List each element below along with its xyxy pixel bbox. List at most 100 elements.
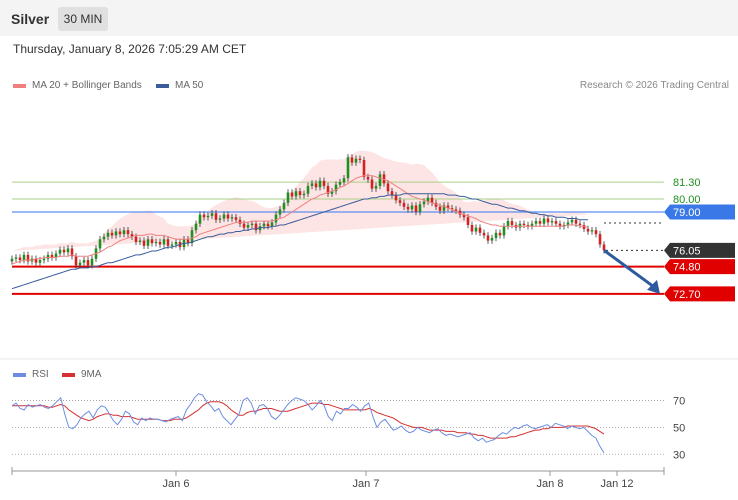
level-label-79.00: 79.00 <box>673 207 701 219</box>
candle-body <box>434 202 438 207</box>
candle-body <box>78 262 82 266</box>
candle-body <box>378 174 382 186</box>
ma50-swatch <box>156 83 169 88</box>
candle-body <box>582 225 586 229</box>
candle-body <box>602 244 606 251</box>
legend-ma50: MA 50 <box>156 80 203 91</box>
legend-ma20-label: MA 20 + Bollinger Bands <box>32 80 142 91</box>
legend-ma50-label: MA 50 <box>175 80 204 91</box>
candle-body <box>518 223 522 228</box>
candle-body <box>154 241 158 244</box>
candle-body <box>18 257 22 261</box>
candle-body <box>134 236 138 242</box>
rsi-tick-30: 30 <box>673 449 685 461</box>
candle-body <box>26 254 30 262</box>
timeframe-button[interactable]: 30 MIN <box>58 7 108 31</box>
candle-body <box>422 201 426 205</box>
candle-body <box>578 223 582 225</box>
candle-body <box>338 182 342 185</box>
level-label-76.05: 76.05 <box>673 245 701 257</box>
ma50-line <box>11 193 588 290</box>
candle-body <box>258 226 262 231</box>
candle-body <box>426 197 430 202</box>
candle-body <box>262 223 266 227</box>
x-tick-label: Jan 8 <box>537 478 564 490</box>
candle-body <box>346 157 350 179</box>
candle-body <box>150 239 154 244</box>
candle-body <box>66 248 70 253</box>
candle-body <box>414 205 418 212</box>
candle-body <box>554 221 558 224</box>
candle-body <box>342 178 346 183</box>
candle-body <box>354 158 358 163</box>
candle-body <box>214 213 218 220</box>
level-label-72.70: 72.70 <box>673 289 701 301</box>
candle-body <box>390 191 394 196</box>
legend-rsi: RSI <box>13 369 49 380</box>
candle-body <box>590 230 594 232</box>
candle-body <box>82 260 86 263</box>
candle-body <box>350 157 354 163</box>
candle-body <box>246 225 250 228</box>
x-tick-label: Jan 12 <box>600 478 633 490</box>
candle-body <box>142 240 146 246</box>
candle-body <box>218 218 222 220</box>
candle-body <box>466 217 470 225</box>
candle-body <box>254 223 258 231</box>
candle-body <box>558 223 562 227</box>
candle-body <box>326 186 330 194</box>
candle-body <box>222 214 226 219</box>
candle-body <box>482 232 486 236</box>
candle-body <box>42 258 46 261</box>
candle-body <box>310 183 314 186</box>
level-tag-79.00 <box>664 204 735 220</box>
candle-body <box>502 226 506 236</box>
candle-body <box>490 238 494 241</box>
credit-text: Research © 2026 Trading Central <box>579 80 729 91</box>
candle-body <box>462 214 466 218</box>
candle-body <box>302 193 306 196</box>
candle-body <box>550 221 554 223</box>
candle-body <box>122 230 126 235</box>
candle-body <box>102 236 106 240</box>
candle-body <box>506 221 510 227</box>
candle-body <box>10 258 14 262</box>
candle-body <box>526 225 530 227</box>
candle-body <box>562 225 566 227</box>
candle-body <box>174 241 178 245</box>
candle-body <box>362 160 366 177</box>
candle-body <box>270 222 274 227</box>
candle-body <box>478 227 482 233</box>
candle-body <box>266 223 270 227</box>
candle-body <box>250 223 254 225</box>
candle-body <box>50 254 54 258</box>
candle-body <box>114 231 118 236</box>
candle-body <box>170 244 174 246</box>
projection-arrowhead <box>647 279 660 294</box>
candle-body <box>530 223 534 227</box>
candle-body <box>334 184 338 192</box>
candle-body <box>330 191 334 194</box>
candle-body <box>298 191 302 196</box>
candle-body <box>474 227 478 232</box>
candle-body <box>450 208 454 210</box>
candle-body <box>410 205 414 210</box>
candle-body <box>286 192 290 203</box>
candle-body <box>46 254 50 259</box>
candle-body <box>138 240 142 242</box>
candle-body <box>186 239 190 244</box>
candle-body <box>418 204 422 212</box>
candle-body <box>442 205 446 211</box>
level-label-81.30: 81.30 <box>673 177 701 189</box>
x-tick-label: Jan 7 <box>353 478 380 490</box>
candle-body <box>470 225 474 232</box>
rsi-tick-50: 50 <box>673 422 685 434</box>
candle-body <box>206 215 210 218</box>
level-label-74.80: 74.80 <box>673 262 701 274</box>
candle-body <box>574 219 578 224</box>
candle-body <box>566 222 570 225</box>
candle-body <box>586 228 590 232</box>
candle-body <box>166 239 170 246</box>
candle-body <box>74 256 78 266</box>
